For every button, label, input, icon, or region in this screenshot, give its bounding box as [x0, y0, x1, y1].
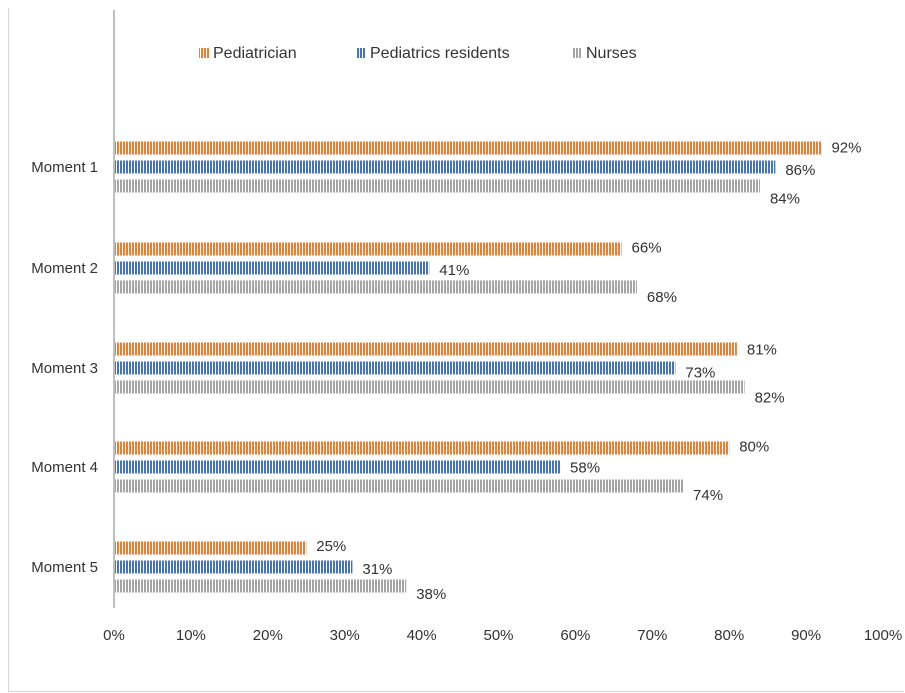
x-tick-label: 40% [407, 627, 437, 644]
legend-swatch [356, 48, 366, 58]
x-tick-label: 30% [330, 627, 360, 644]
data-label: 81% [747, 342, 777, 359]
data-label: 58% [570, 460, 600, 477]
legend-label: Pediatrician [213, 45, 297, 62]
data-label: 41% [439, 262, 469, 279]
data-label: 73% [685, 365, 715, 382]
legend-swatch [199, 48, 209, 58]
x-tick-label: 60% [560, 627, 590, 644]
data-label: 25% [316, 538, 346, 555]
x-tick-label: 50% [483, 627, 513, 644]
x-tick-label: 0% [103, 627, 125, 644]
bar-moment-2-pediatrician [114, 242, 622, 256]
chart-frame [8, 8, 904, 692]
bar-moment-3-pediatrician [114, 342, 737, 356]
bar-moment-2-nurses [114, 280, 637, 294]
y-tick-label: Moment 1 [31, 159, 98, 176]
bar-moment-3-nurses [114, 380, 745, 394]
bars-layer [114, 141, 822, 593]
legend-label: Nurses [586, 45, 637, 62]
bar-moment-1-pediatrics-residents [114, 160, 776, 174]
data-label: 74% [693, 487, 723, 504]
legend: Pediatrician Pediatrics residents Nurses [199, 45, 637, 62]
bar-moment-4-pediatrics-residents [114, 460, 561, 474]
bar-moment-2-pediatrics-residents [114, 261, 430, 275]
x-tick-label: 70% [637, 627, 667, 644]
x-tick-label: 90% [791, 627, 821, 644]
y-tick-label: Moment 3 [31, 360, 98, 377]
bar-moment-1-pediatrician [114, 141, 822, 155]
y-tick-label: Moment 5 [31, 559, 98, 576]
x-tick-label: 10% [176, 627, 206, 644]
bar-moment-4-nurses [114, 479, 684, 493]
data-label: 82% [755, 390, 785, 407]
y-tick-label: Moment 2 [31, 260, 98, 277]
bar-moment-5-nurses [114, 579, 407, 593]
data-label: 38% [416, 586, 446, 603]
y-tick-label: Moment 4 [31, 459, 98, 476]
data-label: 68% [647, 289, 677, 306]
data-label: 86% [785, 162, 815, 179]
x-tick-label: 20% [253, 627, 283, 644]
bar-moment-5-pediatrician [114, 541, 307, 555]
data-label: 80% [739, 439, 769, 456]
data-label: 84% [770, 191, 800, 208]
data-label: 92% [831, 140, 861, 157]
x-tick-label: 100% [864, 627, 902, 644]
y-axis-labels: Moment 1 Moment 2 Moment 3 Moment 4 Moment 5 [31, 159, 98, 576]
x-axis-tick-labels: 0% 10% 20% 30% 40% 50% 60% 70% 80% 90% 100% [103, 627, 902, 644]
bar-moment-4-pediatrician [114, 441, 730, 455]
data-label: 31% [362, 561, 392, 578]
x-tick-label: 80% [714, 627, 744, 644]
bar-moment-1-nurses [114, 179, 760, 193]
bar-moment-5-pediatrics-residents [114, 560, 353, 574]
data-labels-layer: 92% 86% 84% 66% 41% 68% 81% 73% 82% 80% 58% 74% 25% 3… [316, 140, 861, 603]
legend-swatch [572, 48, 582, 58]
bar-moment-3-pediatrics-residents [114, 361, 676, 375]
legend-label: Pediatrics residents [370, 45, 510, 62]
data-label: 66% [632, 240, 662, 257]
